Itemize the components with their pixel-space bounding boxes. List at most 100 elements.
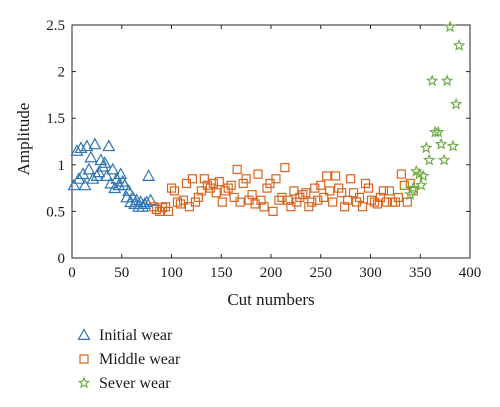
data-point-square xyxy=(166,183,177,193)
data-point-star xyxy=(446,139,460,152)
data-point-triangle xyxy=(98,156,112,168)
data-point-triangle xyxy=(82,162,96,175)
y-tick-label: 1.5 xyxy=(46,111,65,127)
data-point-square xyxy=(256,195,266,205)
data-point-square xyxy=(387,197,397,207)
data-point-square xyxy=(334,183,344,193)
legend-label: Initial wear xyxy=(99,327,173,344)
data-point-star xyxy=(431,125,445,138)
y-tick-label: 2.5 xyxy=(46,18,65,34)
legend-label: Sever wear xyxy=(99,375,171,392)
data-point-square xyxy=(325,186,335,196)
data-point-square xyxy=(235,197,245,207)
data-point-square xyxy=(357,202,368,212)
data-point-star xyxy=(425,74,439,87)
data-point-square xyxy=(390,197,400,207)
legend-marker-triangle xyxy=(77,328,91,340)
x-tick-label: 300 xyxy=(359,265,382,281)
x-tick-label: 350 xyxy=(409,265,432,281)
data-point-square xyxy=(354,192,365,203)
data-point-square xyxy=(199,174,209,184)
data-point-square xyxy=(399,180,409,190)
data-point-triangle xyxy=(94,153,108,166)
data-point-square xyxy=(313,195,323,205)
data-point-square xyxy=(310,183,320,193)
data-point-square xyxy=(163,206,174,216)
data-point-square xyxy=(190,197,200,207)
x-tick-label: 150 xyxy=(210,265,233,281)
data-point-square xyxy=(348,188,359,198)
axis-ticks: 0 50 100 150 200 250 300 350 400 0 0.5 1 1.5 2 2.5 xyxy=(46,18,481,281)
data-point-triangle xyxy=(140,195,154,208)
y-tick-label: 0 xyxy=(58,251,66,267)
data-point-square xyxy=(316,180,326,190)
data-point-square xyxy=(160,202,171,212)
data-point-square xyxy=(384,186,395,196)
data-point-square xyxy=(360,178,371,189)
data-point-square xyxy=(372,199,383,209)
data-point-square xyxy=(178,195,189,205)
data-point-square xyxy=(307,197,317,207)
data-point-star xyxy=(414,178,428,191)
data-point-square xyxy=(214,176,224,187)
data-point-square xyxy=(369,197,380,207)
data-point-triangle xyxy=(122,184,136,196)
data-point-star xyxy=(422,153,436,166)
data-point-square xyxy=(211,188,221,198)
data-point-triangle xyxy=(142,169,156,181)
y-tick-label: 1 xyxy=(58,158,66,174)
data-point-star xyxy=(437,153,451,166)
data-point-square xyxy=(271,174,281,184)
data-point-triangle xyxy=(70,144,84,156)
legend-marker-star xyxy=(77,376,91,389)
y-axis-label: Amplitude xyxy=(14,103,33,176)
data-point-triangle xyxy=(92,165,106,178)
data-point-square xyxy=(322,171,332,181)
data-point-square xyxy=(181,178,192,189)
data-point-square xyxy=(337,188,347,198)
data-point-square xyxy=(262,183,272,193)
legend-label: Middle wear xyxy=(99,351,181,368)
data-point-triangle xyxy=(118,178,132,191)
x-tick-label: 200 xyxy=(260,265,283,281)
data-point-triangle xyxy=(102,139,116,152)
data-point-square xyxy=(343,195,353,205)
data-point-square xyxy=(268,206,278,216)
data-point-square xyxy=(298,190,308,200)
data-point-triangle xyxy=(106,162,120,175)
data-point-square xyxy=(187,174,197,184)
data-points xyxy=(67,20,466,216)
plot-area xyxy=(71,24,471,259)
legend-marker-square xyxy=(79,354,89,364)
data-point-square xyxy=(265,178,275,189)
data-point-triangle xyxy=(67,178,81,191)
data-point-star xyxy=(419,141,433,154)
x-tick-label: 100 xyxy=(160,265,183,281)
data-point-square xyxy=(232,164,242,175)
x-tick-label: 250 xyxy=(310,265,333,281)
legend: Initial wear Middle wear Sever wear xyxy=(77,327,181,392)
data-point-square xyxy=(375,192,386,203)
data-point-triangle xyxy=(108,181,122,194)
data-point-square xyxy=(351,197,362,207)
x-axis-label: Cut numbers xyxy=(227,290,314,309)
plot-border xyxy=(71,24,471,259)
data-point-square xyxy=(274,195,284,205)
data-point-square xyxy=(169,186,180,196)
data-point-square xyxy=(277,192,287,203)
data-point-triangle xyxy=(144,193,158,206)
data-point-square xyxy=(202,180,212,190)
data-point-square xyxy=(286,202,296,212)
data-point-square xyxy=(280,162,290,173)
data-point-square xyxy=(283,195,293,205)
data-point-star xyxy=(416,169,430,182)
data-point-square xyxy=(328,197,338,207)
data-point-triangle xyxy=(138,197,152,209)
data-point-star xyxy=(452,38,466,51)
data-point-square xyxy=(247,190,257,200)
data-point-triangle xyxy=(100,169,114,181)
y-tick-label: 0.5 xyxy=(46,204,65,220)
x-tick-label: 0 xyxy=(68,265,76,281)
data-point-square xyxy=(196,186,206,196)
x-tick-label: 400 xyxy=(459,265,482,281)
